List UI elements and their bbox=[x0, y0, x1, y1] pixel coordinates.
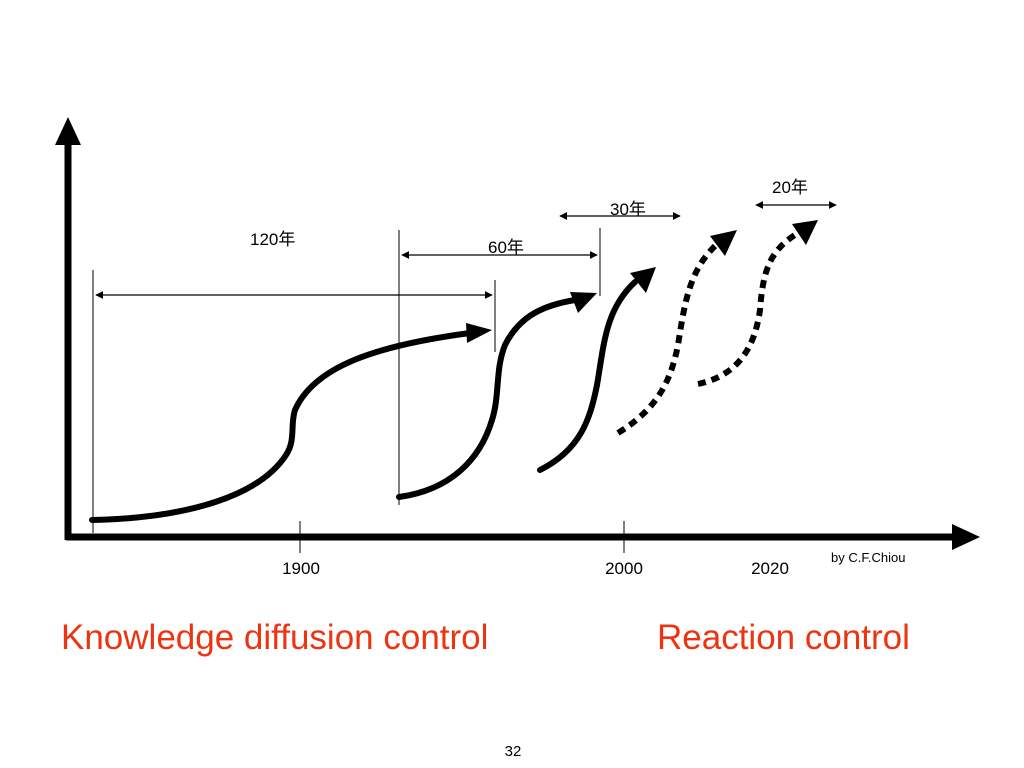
span-label-120: 120年 bbox=[250, 230, 296, 249]
s-curve-2-arrowhead bbox=[570, 292, 597, 313]
x-tick-label-1900: 1900 bbox=[282, 559, 320, 578]
x-axis-arrowhead bbox=[952, 524, 980, 550]
x-tick-label-2020: 2020 bbox=[751, 559, 789, 578]
span-label-30: 30年 bbox=[610, 200, 646, 219]
y-axis-arrowhead bbox=[55, 117, 81, 145]
s-curve-3 bbox=[537, 267, 656, 473]
y-axis bbox=[55, 117, 81, 540]
x-tick-label-2000: 2000 bbox=[605, 559, 643, 578]
s-curve-5-dotted bbox=[697, 220, 818, 387]
s-curve-3-arrowhead bbox=[630, 267, 656, 293]
x-axis bbox=[66, 524, 980, 550]
caption-reaction-control: Reaction control bbox=[657, 618, 910, 657]
caption-knowledge-diffusion: Knowledge diffusion control bbox=[61, 618, 489, 657]
s-curve-5-arrowhead bbox=[792, 220, 818, 245]
s-curve-2 bbox=[396, 292, 597, 500]
s-curve-4-dotted bbox=[616, 230, 737, 436]
s-curve-1-arrowhead bbox=[466, 323, 492, 343]
author-credit: by C.F.Chiou bbox=[831, 550, 906, 565]
s-curve-4-arrowhead bbox=[710, 230, 737, 256]
s-curve-1 bbox=[89, 323, 492, 523]
span-label-60: 60年 bbox=[488, 238, 524, 257]
span-label-20: 20年 bbox=[772, 178, 808, 197]
page-number: 32 bbox=[504, 743, 522, 760]
